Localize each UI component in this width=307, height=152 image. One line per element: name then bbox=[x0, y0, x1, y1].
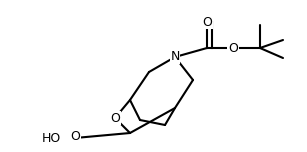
Text: O: O bbox=[110, 112, 120, 124]
Text: O: O bbox=[228, 41, 238, 55]
Text: N: N bbox=[170, 50, 180, 64]
Text: O: O bbox=[202, 16, 212, 29]
Text: HO: HO bbox=[41, 131, 61, 145]
Text: O: O bbox=[70, 130, 80, 143]
